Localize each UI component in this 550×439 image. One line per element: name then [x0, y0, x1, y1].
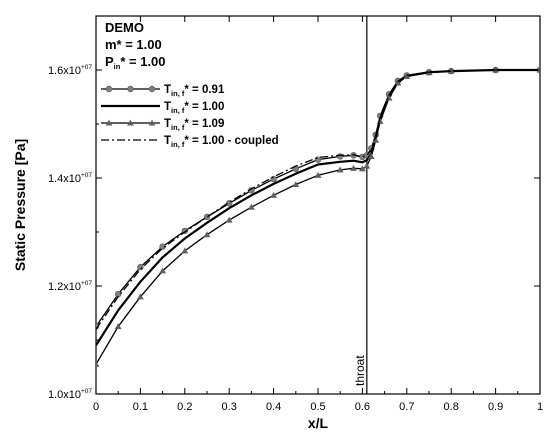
legend-marker-1 [127, 85, 134, 93]
chart-header: DEMO m* = 1.00 Pin* = 1.00 [105, 20, 166, 71]
series-3-point [270, 191, 277, 198]
legend-marker-1 [148, 85, 156, 93]
x-tick-label: 0.2 [177, 401, 192, 413]
x-axis: 0 0.1 0.2 0.3 0.4 0.5 0.6 0.7 0.8 0.9 1 [93, 16, 543, 413]
legend-marker-3 [105, 119, 113, 126]
series-3-point [96, 360, 100, 367]
x-tick-label: 0.5 [310, 401, 325, 413]
legend-label-3: Tin, f* = 1.09 [164, 118, 224, 132]
series-3-point [336, 166, 344, 173]
series-3-point [536, 66, 540, 73]
x-tick-label: 1 [537, 401, 543, 413]
x-tick-label: 0.9 [488, 401, 503, 413]
x-tick-label: 0.7 [399, 401, 414, 413]
legend-label-4: Tin, f* = 1.00 - coupled [164, 135, 279, 149]
plot-frame [95, 15, 541, 395]
series-3-point [403, 73, 411, 80]
x-tick-label: 0.1 [133, 401, 148, 413]
x-tick-label: 0.8 [444, 401, 459, 413]
series-3-point [394, 79, 402, 86]
x-tick-label: 0.3 [222, 401, 237, 413]
series-3-point [359, 165, 366, 172]
y-tick-label: 1.6x10+07 [48, 64, 92, 77]
series-3-point [372, 136, 380, 143]
series-3-point [225, 216, 233, 223]
series-1-point [270, 175, 277, 183]
legend-marker-1 [105, 85, 113, 93]
legend-marker-3 [127, 119, 134, 126]
series-3-point [367, 153, 375, 159]
x-tick-label: 0 [93, 401, 99, 413]
x-axis-label: x/L [308, 415, 329, 431]
x-tick-label: 0.4 [266, 401, 281, 413]
legend-marker-3 [148, 119, 156, 126]
series-group [96, 66, 540, 367]
y-tick-label: 1.0x10+07 [48, 388, 92, 401]
series-3-point [363, 162, 371, 169]
series-3 [96, 66, 540, 367]
header-pressure: Pin* = 1.00 [105, 54, 166, 71]
header-title: DEMO [105, 20, 144, 35]
series-1-point [337, 153, 344, 160]
series-3-point [314, 171, 322, 178]
series-3-point [350, 164, 357, 171]
series-3-point [159, 267, 166, 274]
series-3-point [114, 323, 122, 330]
series-1-point [137, 263, 144, 271]
x-tick-label: 0.6 [355, 401, 370, 413]
series-1 [96, 66, 540, 330]
series-1-line [96, 69, 540, 327]
series-3-point [203, 231, 211, 238]
y-tick-label: 1.2x10+07 [48, 280, 92, 293]
y-axis: 1.0x10+07 1.2x10+07 1.4x10+07 1.6x10+07 [48, 64, 540, 401]
legend: Tin, f* = 0.91 Tin, f* = 1.00 Tin, f* = 1.… [101, 84, 279, 149]
series-4-line [96, 69, 540, 330]
series-4 [96, 69, 540, 330]
series-3-point [137, 293, 144, 300]
throat-label: throat [353, 355, 367, 386]
series-3-line [96, 69, 540, 365]
y-tick-label: 1.4x10+07 [48, 172, 92, 185]
series-2-line [96, 68, 540, 346]
legend-label-2: Tin, f* = 1.00 [164, 101, 224, 115]
series-2 [96, 68, 540, 346]
series-3-point [248, 203, 255, 210]
header-mass-flow: m* = 1.00 [105, 37, 162, 52]
legend-label-1: Tin, f* = 0.91 [164, 84, 225, 98]
series-3-point [181, 247, 189, 254]
throat-marker: throat [353, 16, 368, 394]
series-3-point [292, 181, 300, 188]
y-axis-label: Static Pressure [Pa] [12, 139, 28, 271]
